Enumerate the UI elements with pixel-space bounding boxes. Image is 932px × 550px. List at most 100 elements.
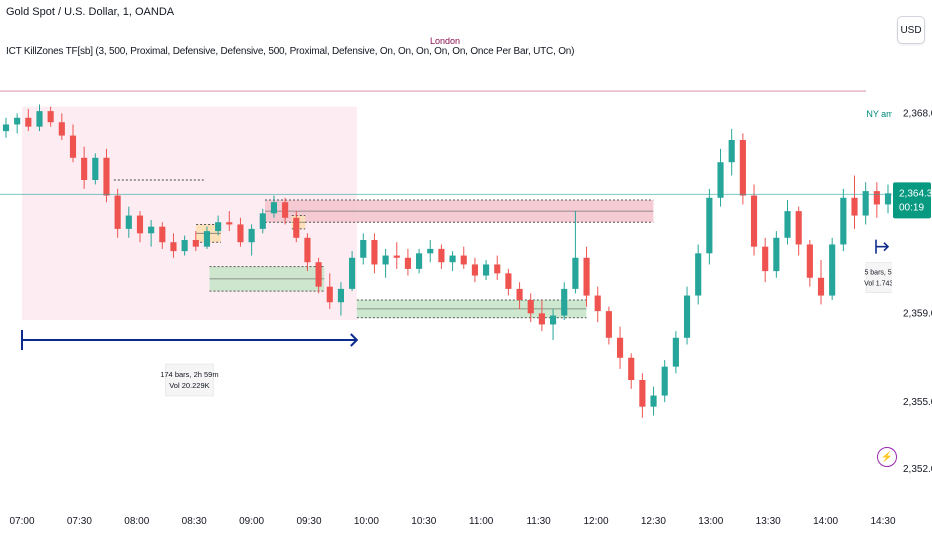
- candle: [795, 211, 802, 245]
- candle: [739, 140, 746, 196]
- candle: [762, 246, 769, 272]
- candle: [125, 215, 132, 229]
- x-tick-label: 10:00: [354, 516, 379, 527]
- measure-info-line-1: Vol 20.229K: [169, 381, 209, 390]
- candle: [203, 231, 211, 247]
- candle: [449, 255, 456, 263]
- candle: [293, 217, 300, 238]
- candle: [650, 395, 657, 407]
- candle: [326, 286, 333, 303]
- y-tick-label: 2,368.000: [903, 108, 932, 119]
- candle: [103, 157, 110, 196]
- candle: [583, 257, 590, 296]
- y-tick-label: 2,355.000: [903, 397, 932, 408]
- candle: [817, 277, 825, 296]
- candle: [594, 295, 601, 312]
- measure2-info-box: [865, 262, 897, 293]
- candle: [538, 313, 545, 325]
- candle: [404, 257, 411, 269]
- candle: [728, 140, 735, 163]
- candle: [773, 237, 780, 272]
- measure2-info-line-1: Vol 1.743K: [864, 281, 898, 288]
- session-label-london: London: [430, 36, 460, 46]
- candle: [304, 237, 311, 263]
- candle: [69, 135, 77, 158]
- x-tick-label: 09:30: [296, 516, 321, 527]
- price-axis-bg: [892, 0, 932, 550]
- candle: [270, 202, 278, 214]
- candle: [315, 262, 322, 287]
- candle: [851, 197, 858, 216]
- candle: [2, 124, 10, 132]
- candle: [572, 257, 579, 289]
- candle: [349, 257, 356, 289]
- candle: [25, 117, 32, 127]
- currency-button[interactable]: USD: [897, 16, 925, 44]
- candle: [806, 244, 813, 278]
- candle: [471, 264, 478, 276]
- candle: [672, 337, 679, 367]
- overlay-layer: London NY am 174 bars, 2h 59m Vol 20.229K 5 …: [0, 36, 898, 397]
- candle: [829, 244, 836, 296]
- candle: [483, 264, 490, 276]
- current-price-value: 2,364.355: [899, 188, 932, 199]
- x-tick-label: 08:30: [182, 516, 207, 527]
- candle: [170, 242, 177, 252]
- candle: [248, 228, 255, 243]
- candle: [181, 240, 188, 252]
- candle: [884, 193, 892, 205]
- x-tick-label: 11:30: [526, 516, 551, 527]
- x-tick-label: 11:00: [469, 516, 494, 527]
- candle: [215, 222, 222, 232]
- candle: [549, 315, 557, 325]
- candle: [561, 288, 568, 316]
- zones-layer: [0, 90, 866, 321]
- candle: [136, 215, 144, 234]
- measure2-arrow-head: [883, 242, 890, 252]
- candle: [840, 197, 847, 245]
- indicator-legend[interactable]: ICT KillZones TF[sb] (3, 500, Proximal, …: [6, 46, 575, 57]
- current-price-label: [893, 182, 931, 219]
- candle: [371, 240, 378, 265]
- candle: [628, 357, 635, 380]
- flash-icon[interactable]: ⚡: [877, 447, 897, 467]
- candle: [81, 157, 88, 180]
- candle: [360, 240, 367, 258]
- candle: [516, 288, 523, 300]
- candle: [616, 337, 624, 358]
- candle: [784, 211, 791, 238]
- candle: [706, 197, 713, 254]
- candle: [527, 300, 534, 314]
- y-tick-label: 2,352.000: [903, 464, 932, 475]
- candle: [639, 380, 646, 407]
- measure-info-box: [165, 363, 214, 397]
- measure2-info-line-0: 5 bars, 5m: [864, 270, 897, 277]
- session-label-ny: NY am: [866, 109, 893, 119]
- candle: [148, 226, 155, 234]
- x-tick-label: 07:30: [67, 516, 92, 527]
- candle: [460, 255, 467, 265]
- x-tick-label: 14:30: [870, 516, 895, 527]
- x-tick-label: 12:00: [583, 516, 608, 527]
- candle: [873, 191, 880, 205]
- candles-layer: [2, 104, 892, 418]
- time-axis-bg: [0, 500, 932, 550]
- candle: [438, 248, 445, 263]
- candle: [237, 224, 244, 243]
- countdown-value: 00:19: [899, 202, 924, 213]
- candle: [192, 240, 199, 247]
- x-tick-label: 12:30: [641, 516, 666, 527]
- x-tick-label: 07:00: [9, 516, 34, 527]
- measure-arrow-head: [350, 333, 359, 347]
- candle: [259, 213, 266, 229]
- candle: [393, 255, 400, 258]
- candle: [36, 111, 43, 127]
- x-tick-label: 13:00: [698, 516, 723, 527]
- y-tick-label: 2,359.000: [903, 308, 932, 319]
- candle: [661, 366, 668, 396]
- candle: [717, 162, 724, 198]
- candle: [382, 255, 389, 265]
- candle: [862, 191, 869, 216]
- measure-info-line-0: 174 bars, 2h 59m: [160, 370, 218, 379]
